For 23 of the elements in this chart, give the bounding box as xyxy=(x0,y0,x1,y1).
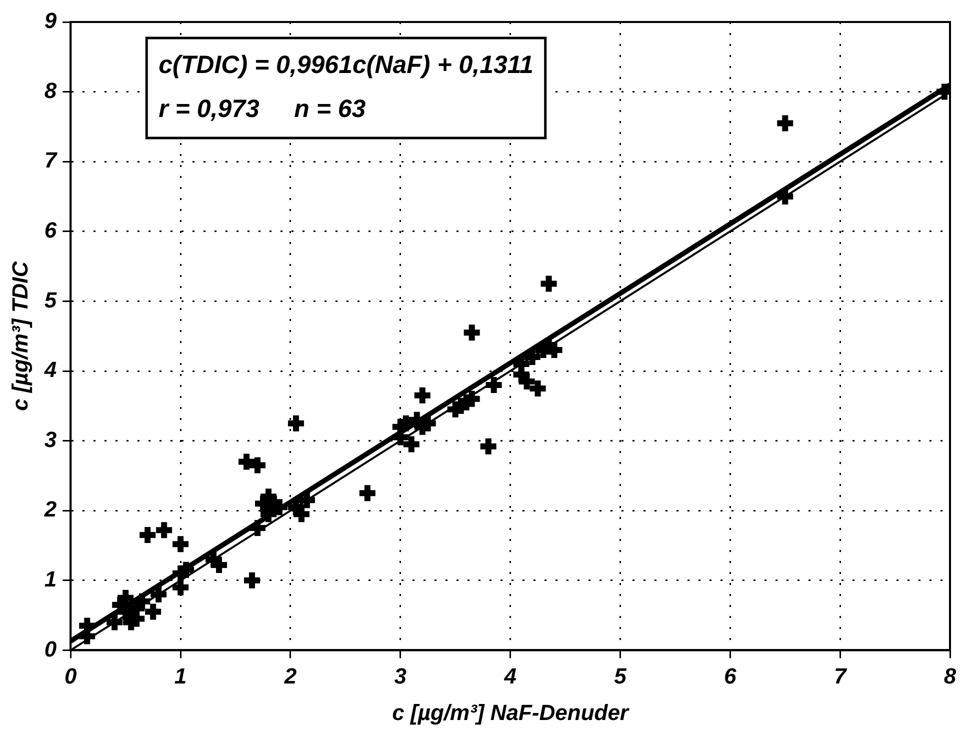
y-tick-label: 1 xyxy=(44,566,57,592)
y-tick-label: 0 xyxy=(44,636,58,662)
y-tick-label: 7 xyxy=(44,148,58,173)
y-tick-label: 6 xyxy=(44,217,58,242)
y-tick-label: 9 xyxy=(44,8,58,34)
x-tick-label: 4 xyxy=(503,663,516,688)
x-tick-label: 5 xyxy=(614,663,628,688)
y-axis-title: c [µg/m³] TDIC xyxy=(7,260,32,411)
y-tick-label: 3 xyxy=(44,426,57,452)
y-tick-label: 4 xyxy=(43,357,57,382)
x-tick-label: 3 xyxy=(394,663,407,688)
y-tick-label: 5 xyxy=(44,287,58,312)
annotation: r = 0,973 n = 63 xyxy=(158,94,366,123)
x-tick-label: 1 xyxy=(174,663,187,688)
x-tick-label: 6 xyxy=(724,663,738,688)
x-tick-label: 7 xyxy=(834,663,848,688)
y-tick-label: 8 xyxy=(44,78,58,103)
x-tick-label: 2 xyxy=(283,663,298,688)
x-tick-label: 0 xyxy=(64,663,78,688)
x-tick-label: 8 xyxy=(944,663,957,688)
y-tick-label: 2 xyxy=(43,496,58,522)
x-axis-title: c [µg/m³] NaF-Denuder xyxy=(392,700,630,725)
annotation: c(TDIC) = 0,9961c(NaF) + 0,1311 xyxy=(158,50,534,79)
